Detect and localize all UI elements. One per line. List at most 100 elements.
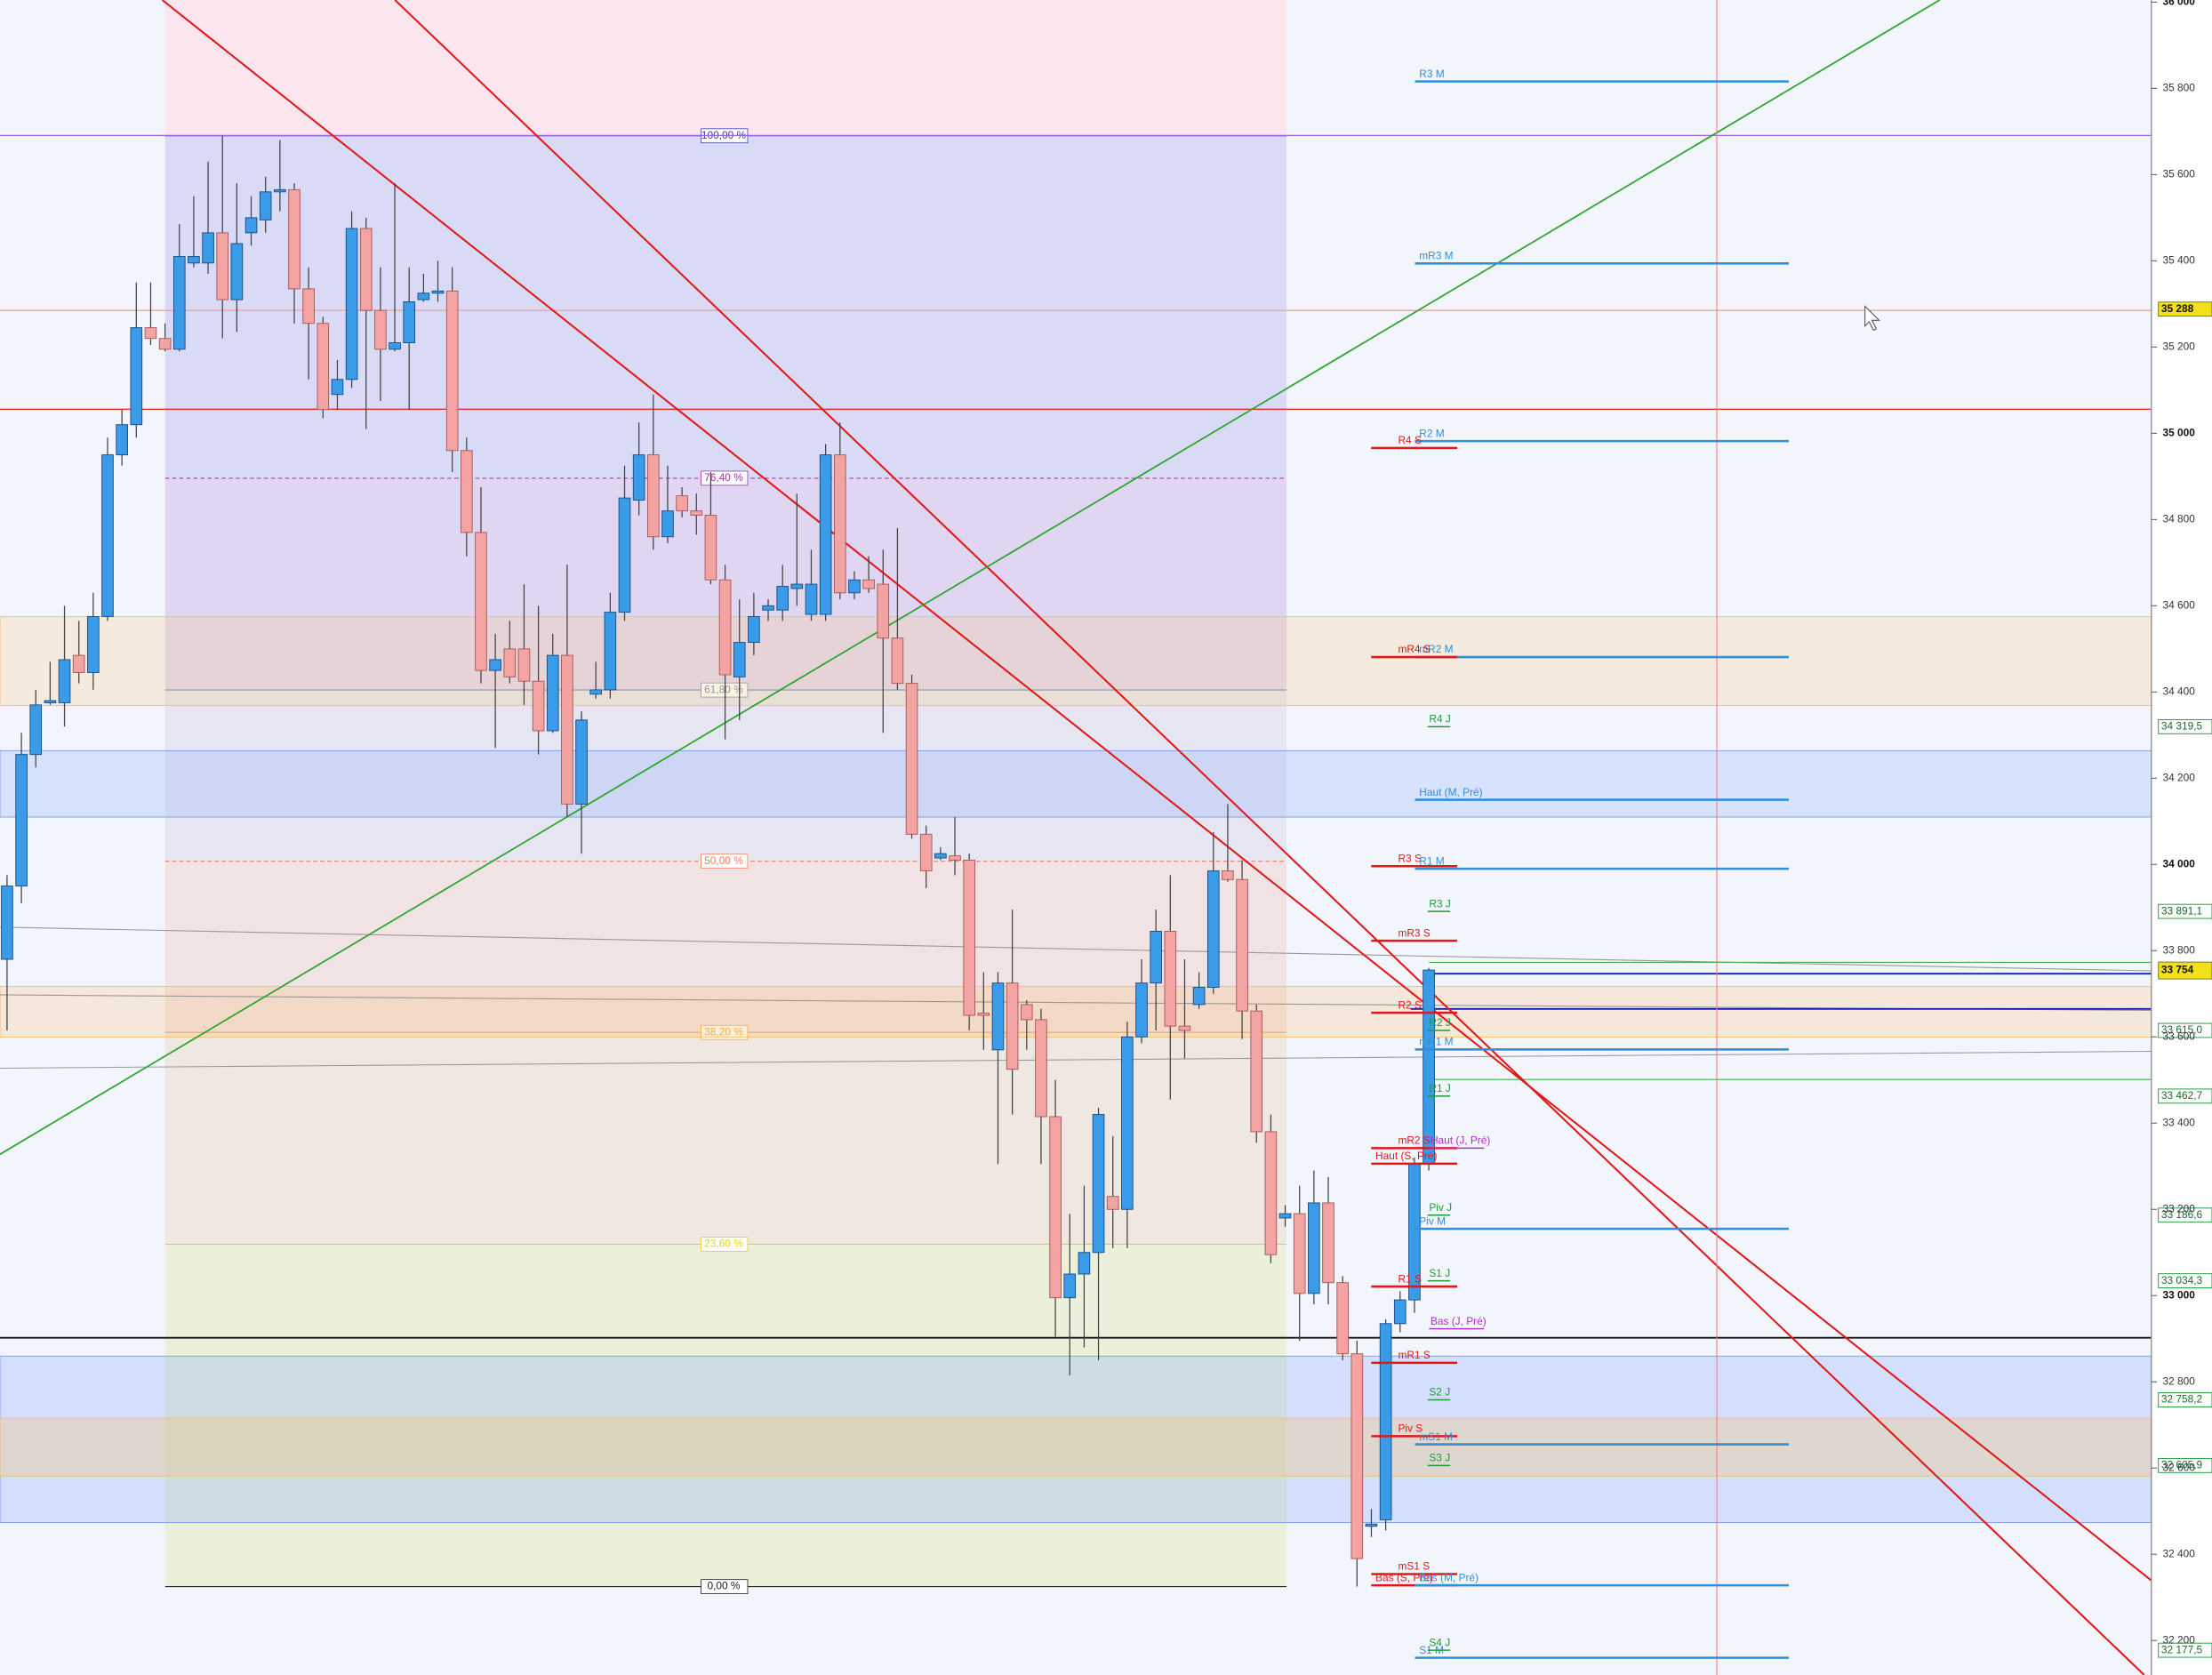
candle-body (1236, 878, 1248, 1012)
price-tag: 34 319,5 (2161, 720, 2203, 733)
price-tag: 33 462,7 (2161, 1089, 2203, 1102)
y-tick-label: 33 400 (2162, 1116, 2195, 1128)
candle-body (963, 859, 976, 1016)
level-label: mR2 S (1398, 1134, 1430, 1147)
fibonacci: 100,00 %76,40 %61,80 %50,00 %38,20 %23,6… (164, 128, 1287, 1594)
level-label: S4 J (1429, 1636, 1450, 1648)
y-tick-label: 34 200 (2162, 771, 2195, 783)
candle-body (1379, 1323, 1392, 1520)
candle-body (805, 583, 818, 615)
price-tag: 32 605,9 (2161, 1459, 2203, 1471)
candle-body (848, 579, 861, 594)
level-label: Bas (M, Pré) (1419, 1571, 1479, 1583)
candle-body (374, 309, 387, 350)
fib-band (164, 861, 1287, 1033)
level-label: mR4 S (1398, 643, 1430, 655)
candle-body (1, 886, 13, 960)
candle-body (704, 515, 717, 581)
candle-body (230, 243, 244, 301)
candle-body (646, 454, 660, 538)
fib-label-box (701, 854, 749, 870)
candle-body (188, 256, 200, 264)
price-tag: 35 288 (2161, 302, 2194, 315)
candle-body (259, 191, 272, 220)
level-label: mR3 M (1419, 250, 1453, 262)
candle-body (1035, 1019, 1047, 1118)
candle-body (604, 612, 617, 691)
drawings (0, 0, 2152, 1675)
candle-body (991, 982, 1005, 1051)
fib-top-zone (164, 0, 1287, 136)
price-tag-box (2158, 1457, 2212, 1473)
candle-body (676, 495, 688, 512)
candle-body (733, 642, 746, 677)
price-tag: 33 891,1 (2161, 904, 2203, 917)
candle-body (1322, 1202, 1334, 1284)
level-label: Piv S (1398, 1423, 1423, 1435)
y-tick-label: 35 600 (2162, 168, 2195, 180)
level-label: S1 J (1429, 1267, 1450, 1279)
y-tick-label: 35 400 (2162, 254, 2195, 267)
candle-body (833, 454, 846, 594)
y-tick-label: 35 000 (2162, 427, 2195, 439)
fib-label: 76,40 % (704, 471, 743, 484)
candle-body (977, 1013, 990, 1016)
candle-body (244, 217, 258, 234)
candle-body (790, 583, 804, 589)
candle-body (1393, 1299, 1407, 1325)
price-tag: 32 758,2 (2161, 1393, 2203, 1406)
candle-body (1365, 1523, 1378, 1527)
price-tag-box (2158, 1392, 2212, 1407)
level-label: Piv M (1419, 1214, 1446, 1227)
fib-label: 50,00 % (704, 854, 743, 867)
candle-body (216, 232, 229, 301)
price-tag-box (2158, 903, 2212, 919)
candle-body (1278, 1213, 1292, 1219)
candle-body (15, 754, 28, 887)
level-label: Haut (M, Pré) (1419, 786, 1482, 798)
y-tick-label: 35 200 (2162, 341, 2195, 353)
candle-body (144, 327, 157, 340)
candle-body (762, 605, 774, 611)
candle-body (1092, 1114, 1105, 1254)
y-tick-label: 33 800 (2162, 943, 2195, 956)
price-tag-box (2158, 1022, 2212, 1038)
y-tick-label: 36 000 (2162, 0, 2195, 8)
price-axis: 34 319,5 33 891,1 33 615,0 33 462,7 33 186,6… (2151, 0, 2212, 1675)
candle-body (431, 290, 445, 294)
candle-body (589, 689, 603, 695)
y-tick-label: 34 600 (2162, 598, 2195, 611)
level-label: R3 S (1398, 852, 1421, 864)
candle-body (389, 342, 401, 350)
candle-body (359, 228, 373, 311)
y-tick-label: 32 800 (2162, 1374, 2195, 1387)
candle-body (417, 293, 430, 301)
candle-body (1049, 1116, 1062, 1299)
level-label: Bas (J, Pré) (1431, 1315, 1487, 1327)
fib-band (164, 690, 1287, 862)
level-label: R4 J (1429, 713, 1451, 725)
fib-label-box (701, 1237, 749, 1252)
level-label: mR1 M (1419, 1036, 1453, 1048)
candle-body (1150, 930, 1162, 984)
level-label: R2 S (1398, 998, 1421, 1011)
fib-label: 38,20 % (704, 1025, 743, 1038)
level-label: mR1 S (1398, 1349, 1430, 1361)
y-tick-label: 33 200 (2162, 1202, 2195, 1214)
fib-band (164, 1032, 1287, 1245)
y-tick-label: 32 400 (2162, 1547, 2195, 1559)
candle-body (618, 497, 631, 613)
candle-body (877, 583, 890, 639)
y-tick-label: 34 400 (2162, 685, 2195, 697)
candle-body (158, 338, 172, 350)
candle-body (934, 853, 947, 859)
candle-body (331, 379, 344, 396)
zone (0, 985, 2152, 1038)
level-label: mR3 S (1398, 926, 1430, 939)
level-label: R4 S (1398, 434, 1421, 446)
fib-label-box (701, 1579, 749, 1594)
price-tag-box (2158, 301, 2212, 317)
candle-body (1206, 870, 1220, 988)
candle-body (44, 700, 57, 703)
